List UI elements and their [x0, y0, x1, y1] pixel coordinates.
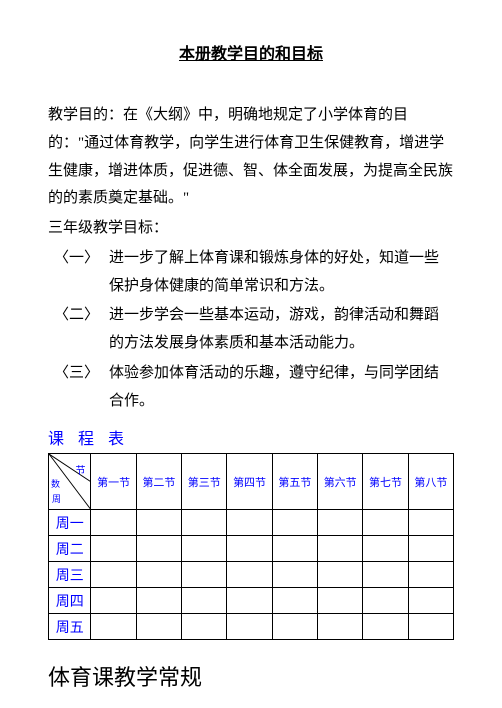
goal-marker: 〈二〉 — [48, 302, 109, 358]
table-cell — [227, 562, 272, 588]
table-cell — [91, 562, 136, 588]
table-row: 周一 — [49, 510, 454, 536]
table-cell — [272, 510, 317, 536]
row-header: 周一 — [49, 510, 91, 536]
table-row: 周五 — [49, 614, 454, 640]
row-header: 周四 — [49, 588, 91, 614]
table-cell — [408, 588, 453, 614]
table-cell — [182, 614, 227, 640]
column-header: 第一节 — [91, 454, 136, 510]
diag-label-bottom: 周 — [52, 492, 61, 505]
table-cell — [136, 510, 181, 536]
table-cell — [363, 588, 408, 614]
table-cell — [91, 588, 136, 614]
diagonal-header-cell: 节 数 周 — [49, 454, 91, 510]
row-header: 周五 — [49, 614, 91, 640]
table-cell — [408, 510, 453, 536]
grade-goals-heading: 三年级教学目标： — [48, 215, 454, 243]
table-cell — [182, 562, 227, 588]
goal-marker: 〈三〉 — [48, 360, 109, 416]
row-header: 周三 — [49, 562, 91, 588]
column-header: 第二节 — [136, 454, 181, 510]
row-header: 周二 — [49, 536, 91, 562]
table-row: 周四 — [49, 588, 454, 614]
schedule-table: 节 数 周 第一节 第二节 第三节 第四节 第五节 第六节 第七节 第八节 周一… — [48, 453, 454, 640]
table-cell — [408, 536, 453, 562]
goal-text: 体验参加体育活动的乐趣，遵守纪律，与同学团结合作。 — [109, 360, 454, 416]
table-row: 周三 — [49, 562, 454, 588]
table-cell — [363, 510, 408, 536]
table-cell — [227, 614, 272, 640]
table-cell — [182, 536, 227, 562]
goal-item: 〈三〉 体验参加体育活动的乐趣，遵守纪律，与同学团结合作。 — [48, 360, 454, 416]
goal-text: 进一步了解上体育课和锻炼身体的好处，知道一些保护身体健康的简单常识和方法。 — [109, 245, 454, 301]
table-cell — [91, 510, 136, 536]
table-cell — [318, 562, 363, 588]
table-cell — [136, 614, 181, 640]
diag-label-top: 节 — [75, 462, 85, 477]
table-cell — [272, 614, 317, 640]
table-cell — [227, 588, 272, 614]
table-cell — [227, 510, 272, 536]
body-content: 教学目的：在《大纲》中，明确地规定了小学体育的目的："通过体育教学，向学生进行体… — [48, 102, 454, 415]
goal-item: 〈一〉 进一步了解上体育课和锻炼身体的好处，知道一些保护身体健康的简单常识和方法… — [48, 245, 454, 301]
table-cell — [318, 536, 363, 562]
column-header: 第五节 — [272, 454, 317, 510]
table-cell — [318, 588, 363, 614]
table-cell — [363, 614, 408, 640]
table-cell — [182, 588, 227, 614]
table-cell — [408, 614, 453, 640]
table-cell — [91, 536, 136, 562]
column-header: 第四节 — [227, 454, 272, 510]
schedule-title: 课程表 — [48, 425, 454, 449]
table-cell — [272, 588, 317, 614]
table-cell — [91, 614, 136, 640]
table-cell — [272, 562, 317, 588]
table-cell — [363, 562, 408, 588]
table-row: 周二 — [49, 536, 454, 562]
table-header-row: 节 数 周 第一节 第二节 第三节 第四节 第五节 第六节 第七节 第八节 — [49, 454, 454, 510]
table-cell — [136, 588, 181, 614]
table-cell — [318, 614, 363, 640]
table-cell — [318, 510, 363, 536]
teaching-purpose-para: 教学目的：在《大纲》中，明确地规定了小学体育的目的："通过体育教学，向学生进行体… — [48, 102, 454, 213]
table-cell — [182, 510, 227, 536]
table-cell — [227, 536, 272, 562]
goal-marker: 〈一〉 — [48, 245, 109, 301]
column-header: 第三节 — [182, 454, 227, 510]
table-cell — [136, 562, 181, 588]
column-header: 第七节 — [363, 454, 408, 510]
table-cell — [408, 562, 453, 588]
table-cell — [136, 536, 181, 562]
goal-text: 进一步学会一些基本运动，游戏，韵律活动和舞蹈的方法发展身体素质和基本活动能力。 — [109, 302, 454, 358]
table-cell — [272, 536, 317, 562]
page-title: 本册教学目的和目标 — [48, 40, 454, 64]
diag-label-mid: 数 — [51, 477, 60, 490]
footer-heading: 体育课教学常规 — [48, 660, 454, 692]
column-header: 第六节 — [318, 454, 363, 510]
column-header: 第八节 — [408, 454, 453, 510]
goal-item: 〈二〉 进一步学会一些基本运动，游戏，韵律活动和舞蹈的方法发展身体素质和基本活动… — [48, 302, 454, 358]
table-cell — [363, 536, 408, 562]
